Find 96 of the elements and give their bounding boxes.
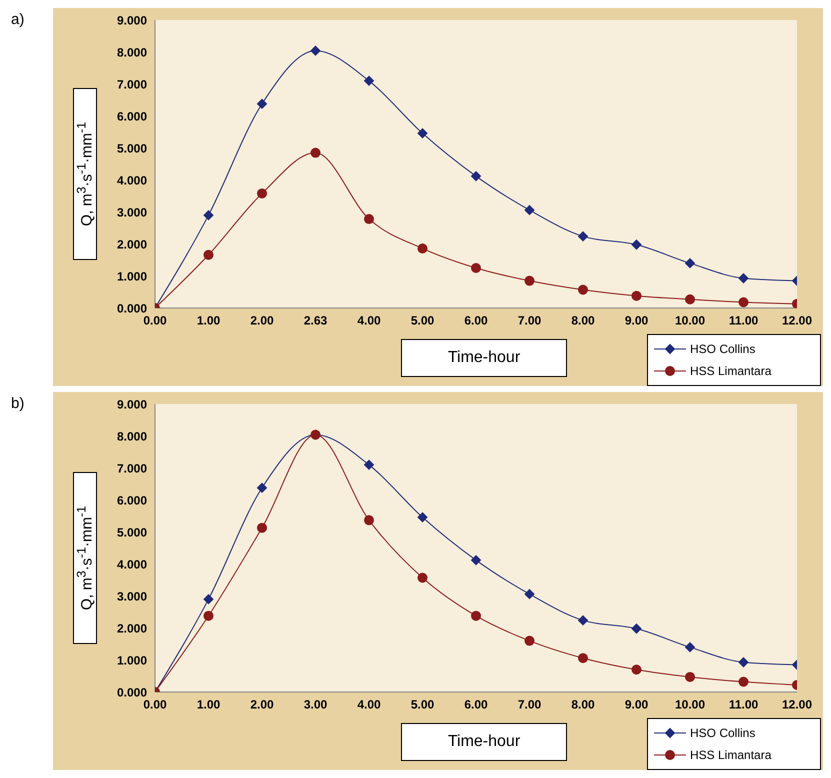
x-tick-label: 11.00 [728, 314, 759, 328]
point [685, 642, 695, 652]
legend-label: HSS Limantara [690, 748, 772, 762]
y-tick-label: 6.000 [116, 493, 148, 508]
x-tick-label: 4.00 [357, 698, 381, 712]
x-tick-label: 6.00 [464, 698, 488, 712]
point [578, 284, 588, 295]
point [632, 624, 642, 634]
point [310, 46, 320, 56]
point [685, 672, 695, 682]
point [364, 76, 374, 86]
point [418, 512, 428, 522]
x-tick-label: 2.00 [250, 698, 274, 712]
x-tick-label: 1.00 [196, 698, 220, 712]
point [204, 610, 214, 621]
x-tick-label: 11.00 [728, 698, 759, 712]
point [524, 589, 534, 600]
point [257, 482, 267, 493]
point [685, 294, 695, 304]
y-tick-label: 4.000 [116, 557, 148, 572]
x-tick-label: 2.63 [304, 314, 328, 328]
point [471, 263, 481, 273]
point [738, 657, 748, 668]
point [524, 205, 534, 216]
legend-label: HSO Collins [690, 342, 756, 356]
point [257, 98, 267, 109]
y-tick-label: 9.000 [116, 397, 148, 412]
point [364, 460, 374, 470]
x-tick-label: 9.00 [624, 314, 648, 328]
point [257, 188, 267, 198]
x-tick-label: 4.00 [357, 314, 381, 328]
point [685, 258, 695, 268]
point [578, 653, 588, 664]
x-tick-label: 3.00 [304, 698, 328, 712]
y-tick-label: 7.000 [116, 461, 148, 476]
x-tick-label: 0.00 [143, 698, 167, 712]
point [578, 615, 588, 626]
y-tick-label: 0.000 [116, 685, 148, 700]
x-tick-label: 0.00 [143, 314, 167, 328]
point [364, 214, 374, 224]
point [632, 240, 642, 250]
point [632, 290, 642, 301]
x-tick-label: 2.00 [250, 314, 274, 328]
y-tick-label: 0.000 [116, 301, 148, 316]
point [204, 250, 214, 260]
point [738, 676, 748, 687]
y-tick-label: 1.000 [116, 269, 148, 284]
point [632, 664, 642, 675]
x-tick-label: 8.00 [571, 314, 595, 328]
point [471, 171, 481, 182]
point [257, 522, 267, 533]
point [418, 243, 428, 254]
x-axis-title: Time-hour [401, 723, 567, 761]
y-tick-label: 5.000 [116, 141, 148, 156]
point [471, 610, 481, 621]
x-tick-label: 7.00 [518, 314, 542, 328]
y-tick-label: 6.000 [116, 109, 148, 124]
x-tick-label: 8.00 [571, 698, 595, 712]
x-tick-label: 10.00 [674, 698, 706, 712]
y-tick-label: 2.000 [116, 237, 148, 252]
y-tick-label: 1.000 [116, 653, 148, 668]
x-tick-label: 12.00 [782, 698, 812, 712]
legend-label: HSS Limantara [690, 364, 772, 378]
y-tick-label: 8.000 [116, 429, 148, 444]
y-tick-label: 8.000 [116, 45, 148, 60]
x-tick-label: 7.00 [518, 698, 542, 712]
x-tick-label: 1.00 [196, 314, 220, 328]
y-tick-label: 3.000 [116, 205, 148, 220]
point [524, 636, 534, 646]
point [418, 572, 428, 583]
point [738, 273, 748, 284]
point [204, 210, 214, 220]
x-tick-label: 5.00 [410, 698, 434, 712]
y-tick-label: 4.000 [116, 173, 148, 188]
y-tick-label: 9.000 [116, 13, 148, 28]
point [418, 128, 428, 138]
point [578, 231, 588, 242]
point [471, 555, 481, 566]
y-tick-label: 3.000 [116, 589, 148, 604]
x-tick-label: 10.00 [674, 314, 706, 328]
legend-label: HSO Collins [690, 726, 756, 740]
point [524, 276, 534, 286]
y-tick-label: 2.000 [116, 621, 148, 636]
x-tick-label: 6.00 [464, 314, 488, 328]
point [364, 515, 374, 526]
x-tick-label: 5.00 [410, 314, 434, 328]
text: a) [11, 11, 24, 28]
point [738, 297, 748, 308]
x-tick-label: 12.00 [782, 314, 812, 328]
y-tick-label: 5.000 [116, 525, 148, 540]
x-tick-label: 9.00 [624, 698, 648, 712]
x-axis-title: Time-hour [401, 339, 567, 377]
point [310, 148, 320, 158]
text: b) [11, 395, 24, 412]
point [204, 594, 214, 604]
y-tick-label: 7.000 [116, 77, 148, 92]
